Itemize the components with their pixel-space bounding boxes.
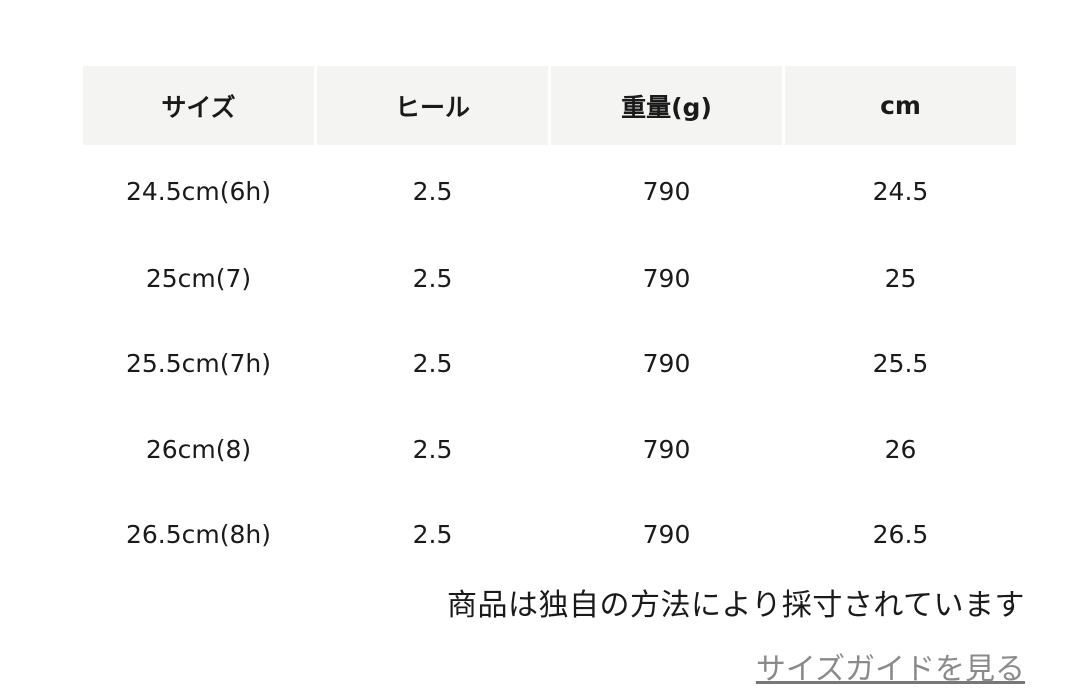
cell-weight: 790 [642, 349, 691, 379]
cell-cm: 26.5 [872, 520, 929, 550]
cell-weight: 790 [642, 176, 691, 206]
cell-size: 24.5cm(6h) [125, 176, 272, 206]
table-row: 26.5cm(8h) 2.5 790 26.5 [83, 494, 1016, 577]
cell-size: 25.5cm(7h) [125, 349, 272, 379]
cell-heel: 2.5 [412, 263, 453, 293]
header-cm: cm [785, 66, 1016, 145]
cell-weight: 790 [642, 263, 691, 293]
cell-weight: 790 [642, 520, 691, 550]
cell-size: 25cm(7) [145, 263, 252, 293]
table-header-row: サイズ ヒール 重量(g) cm [83, 66, 1016, 145]
size-guide-link[interactable]: サイズガイドを見る [755, 652, 1025, 687]
cell-cm: 25.5 [872, 349, 929, 379]
table-row: 24.5cm(6h) 2.5 790 24.5 [83, 148, 1016, 234]
table-row: 26cm(8) 2.5 790 26 [83, 408, 1016, 491]
header-size: サイズ [83, 66, 314, 145]
table-row: 25.5cm(7h) 2.5 790 25.5 [83, 323, 1016, 406]
header-heel: ヒール [317, 66, 548, 145]
cell-heel: 2.5 [412, 349, 453, 379]
cell-weight: 790 [642, 434, 691, 464]
cell-heel: 2.5 [412, 520, 453, 550]
table-row: 25cm(7) 2.5 790 25 [83, 237, 1016, 320]
cell-size: 26cm(8) [145, 434, 252, 464]
measurement-note: 商品は独自の方法により採寸されています [447, 588, 1025, 623]
cell-cm: 24.5 [872, 176, 929, 206]
cell-size: 26.5cm(8h) [125, 520, 272, 550]
cell-cm: 26 [884, 434, 917, 464]
header-weight: 重量(g) [551, 66, 782, 145]
cell-heel: 2.5 [412, 434, 453, 464]
cell-heel: 2.5 [412, 176, 453, 206]
size-table: サイズ ヒール 重量(g) cm 24.5cm(6h) 2.5 790 24.5… [80, 63, 1019, 579]
cell-cm: 25 [884, 263, 917, 293]
